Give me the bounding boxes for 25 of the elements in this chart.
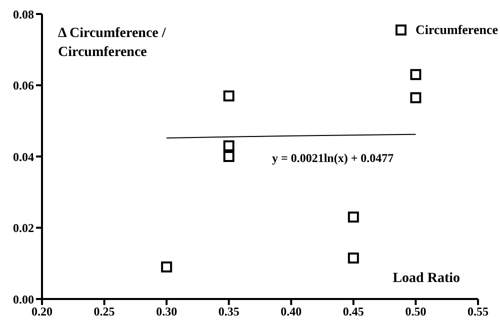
- point: [348, 212, 359, 223]
- x-tick-label: 0.35: [218, 304, 240, 319]
- x-tick-label: 0.50: [405, 304, 426, 319]
- y-tick-label: 0.06: [13, 78, 34, 93]
- point: [348, 252, 359, 264]
- point: [161, 261, 172, 272]
- x-tick-label: 0.45: [342, 304, 364, 319]
- x-tick-label: 0.30: [156, 304, 178, 319]
- x-tick-label: 0.25: [94, 304, 115, 319]
- legend-label: Circumference: [415, 22, 498, 38]
- y-tick-label: 0.00: [13, 292, 34, 306]
- point: [410, 92, 422, 104]
- x-tick-label: 0.20: [32, 304, 52, 319]
- x-tick-label: 0.40: [280, 304, 302, 319]
- point: [223, 90, 234, 102]
- x-axis-title: Load Ratio: [392, 271, 460, 287]
- point: [410, 69, 422, 80]
- y-tick-label: 0.08: [13, 7, 34, 22]
- y-tick-label: 0.02: [13, 221, 34, 236]
- y-tick-label: 0.04: [13, 150, 34, 164]
- point: [223, 140, 234, 152]
- y-axis-title: Δ Circumference / Circumference: [58, 25, 167, 62]
- annotation: y = 0.0021ln(x) + 0.0477: [272, 151, 394, 166]
- point: [223, 151, 234, 162]
- x-tick-label: 0.55: [468, 304, 488, 319]
